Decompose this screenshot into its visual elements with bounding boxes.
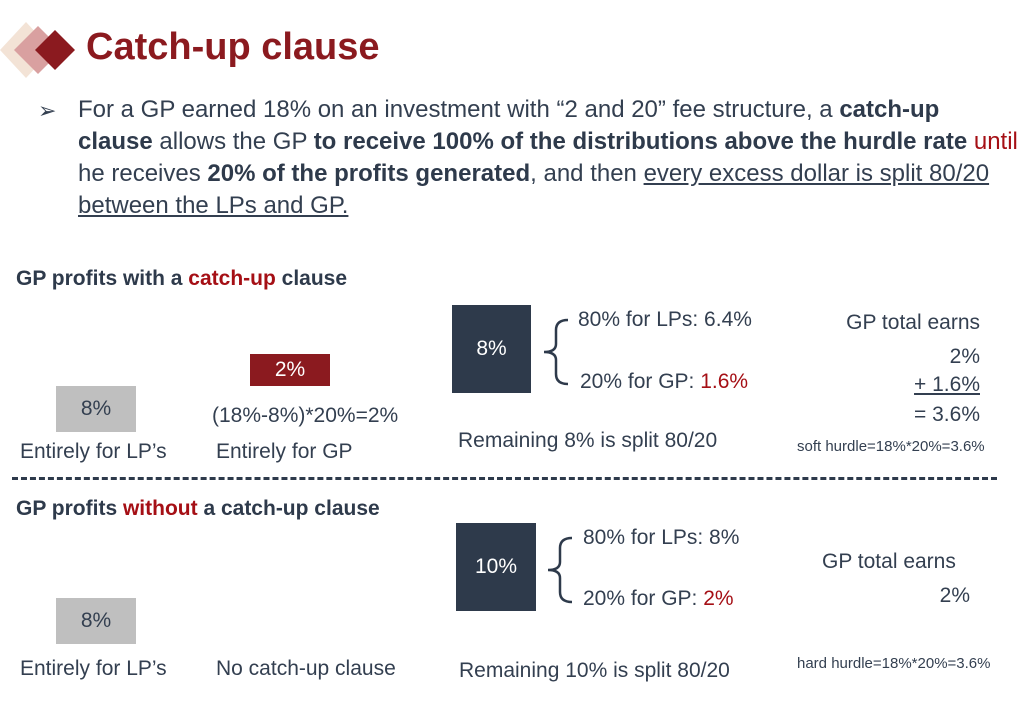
with-total-line2: + 1.6% <box>914 373 980 396</box>
with-gp-label: Entirely for GP <box>216 440 353 463</box>
with-split-lp: 80% for LPs: 6.4% <box>578 308 752 331</box>
without-hurdle-note: hard hurdle=18%*20%=3.6% <box>797 655 991 672</box>
without-lp-box: 8% <box>56 598 136 644</box>
bullet-arrow-icon: ➢ <box>38 98 57 123</box>
without-split-label: Remaining 10% is split 80/20 <box>459 659 730 682</box>
without-brace-icon <box>547 536 573 604</box>
without-total-line1: 2% <box>939 584 970 607</box>
with-total-title: GP total earns <box>846 311 980 334</box>
with-gp-formula: (18%-8%)*20%=2% <box>212 404 399 427</box>
without-catchup-heading: GP profits without a catch-up clause <box>16 497 380 520</box>
with-split-label: Remaining 8% is split 80/20 <box>458 429 718 452</box>
without-lp-label: Entirely for LP’s <box>20 657 167 680</box>
without-split-gp: 20% for GP: 2% <box>583 587 734 610</box>
with-hurdle-note: soft hurdle=18%*20%=3.6% <box>797 438 985 455</box>
with-catchup-heading: GP profits with a catch-up clause <box>16 267 348 290</box>
without-gp-label: No catch-up clause <box>216 657 396 680</box>
with-lp-box: 8% <box>56 386 136 432</box>
section-divider <box>12 477 997 480</box>
with-lp-label: Entirely for LP’s <box>20 440 167 463</box>
intro-bullet: For a GP earned 18% on an investment wit… <box>78 96 1018 219</box>
with-brace-icon <box>543 318 569 386</box>
without-split-lp: 80% for LPs: 8% <box>583 526 740 549</box>
without-total-title: GP total earns <box>822 550 956 573</box>
without-split-box: 10% <box>456 523 536 611</box>
page-title: Catch-up clause <box>86 26 380 68</box>
with-total-line1: 2% <box>949 345 980 368</box>
with-split-gp: 20% for GP: 1.6% <box>580 370 749 393</box>
with-total-line3: = 3.6% <box>914 403 980 426</box>
with-split-box: 8% <box>452 305 531 393</box>
title-diamonds-icon <box>0 22 75 78</box>
with-gp-box: 2% <box>250 354 330 386</box>
